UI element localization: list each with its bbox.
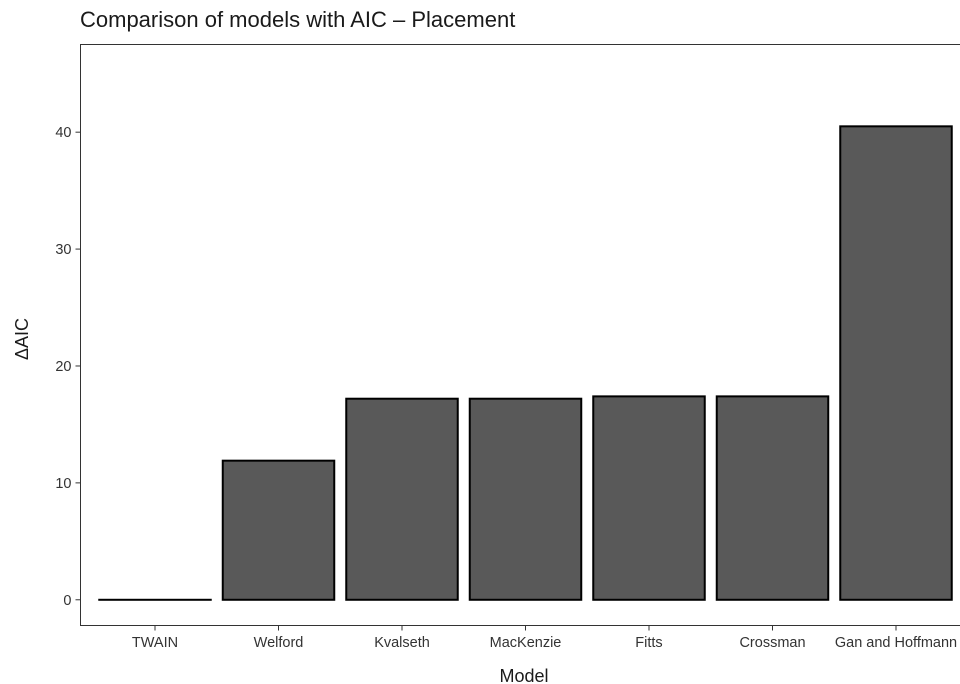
bar-crossman bbox=[715, 395, 830, 601]
bar-gan-and-hoffmann bbox=[839, 125, 953, 601]
bar-fitts bbox=[592, 395, 706, 601]
y-tick-label: 20 bbox=[55, 359, 71, 375]
y-axis-title: ΔAIC bbox=[12, 318, 32, 360]
plot-panel-border bbox=[80, 44, 960, 626]
x-tick-label: Fitts bbox=[635, 635, 662, 651]
y-tick-label: 30 bbox=[55, 242, 71, 258]
y-tick-label: 40 bbox=[55, 125, 71, 141]
x-axis: TWAIN Welford Kvalseth MacKenzie Fitts Crossm… bbox=[132, 625, 957, 651]
bars-group bbox=[98, 125, 953, 601]
x-tick-label: Welford bbox=[254, 635, 304, 651]
x-tick-label: TWAIN bbox=[132, 635, 178, 651]
x-tick-label: Crossman bbox=[739, 635, 805, 651]
x-axis-title: Model bbox=[499, 666, 548, 684]
chart-title: Comparison of models with AIC – Placemen… bbox=[80, 7, 515, 32]
y-tick-label: 10 bbox=[55, 476, 71, 492]
x-tick-label: Kvalseth bbox=[374, 635, 430, 651]
x-tick-label: MacKenzie bbox=[490, 635, 562, 651]
x-tick-label: Gan and Hoffmann bbox=[835, 635, 957, 651]
bar-welford bbox=[221, 459, 336, 601]
y-axis: 0 10 20 30 40 bbox=[55, 125, 81, 609]
bar-kvalseth bbox=[345, 397, 459, 601]
bar-mackenzie bbox=[468, 397, 583, 601]
y-tick-label: 0 bbox=[63, 593, 71, 609]
